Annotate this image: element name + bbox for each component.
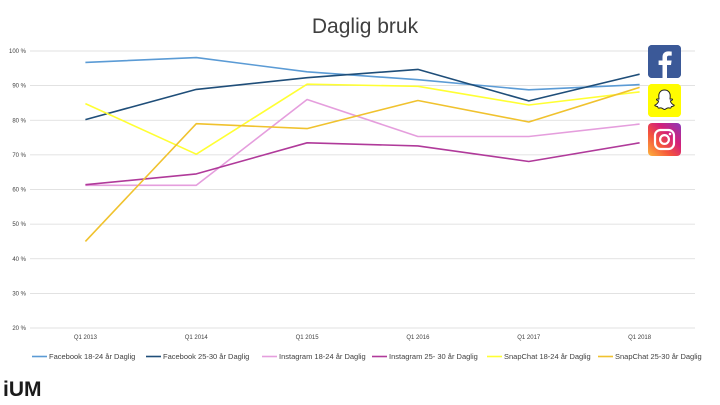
y-tick-label: 100 % [9, 49, 27, 55]
series-line-6 [84, 86, 640, 242]
series-lines [84, 56, 640, 242]
y-tick-label: 90 % [12, 84, 26, 90]
y-tick-label: 70 % [12, 153, 26, 159]
legend: Facebook 18-24 år Daglig Facebook 25-30 å… [32, 352, 702, 361]
grid: 100 % 90 % 80 % 70 % 60 % 50 % 40 % 30 % 20 % Q1 … [9, 49, 695, 341]
legend-label: Instagram 25- 30 år Daglig [389, 352, 478, 361]
x-tick-label: Q1 2013 [74, 335, 98, 341]
x-tick-label: Q1 2014 [185, 335, 209, 341]
series-line-2 [85, 68, 640, 121]
legend-label: SnapChat 18-24 år Daglig [504, 352, 591, 361]
y-tick-label: 80 % [12, 118, 26, 124]
series-line-4 [85, 142, 640, 186]
chart-title: Daglig bruk [312, 15, 419, 38]
series-line-3 [85, 98, 640, 187]
legend-label: Facebook 25-30 år Daglig [163, 352, 249, 361]
series-line-5 [85, 83, 640, 155]
y-tick-label: 30 % [12, 291, 26, 297]
series-line-1 [85, 56, 640, 91]
x-tick-label: Q1 2015 [296, 335, 320, 341]
legend-label: Facebook 18-24 år Daglig [49, 352, 135, 361]
instagram-icon [648, 123, 681, 156]
x-tick-label: Q1 2018 [628, 335, 652, 341]
x-tick-label: Q1 2016 [406, 335, 430, 341]
x-tick-label: Q1 2017 [517, 335, 541, 341]
y-tick-label: 40 % [12, 257, 26, 263]
legend-label: SnapChat 25-30 år Daglig [615, 352, 702, 361]
ium-logo: iUM [3, 378, 42, 401]
y-tick-label: 50 % [12, 222, 26, 228]
legend-label: Instagram 18-24 år Daglig [279, 352, 366, 361]
snapchat-icon [648, 84, 681, 117]
facebook-icon [648, 45, 681, 78]
y-tick-label: 60 % [12, 188, 26, 194]
y-tick-label: 20 % [12, 326, 26, 332]
